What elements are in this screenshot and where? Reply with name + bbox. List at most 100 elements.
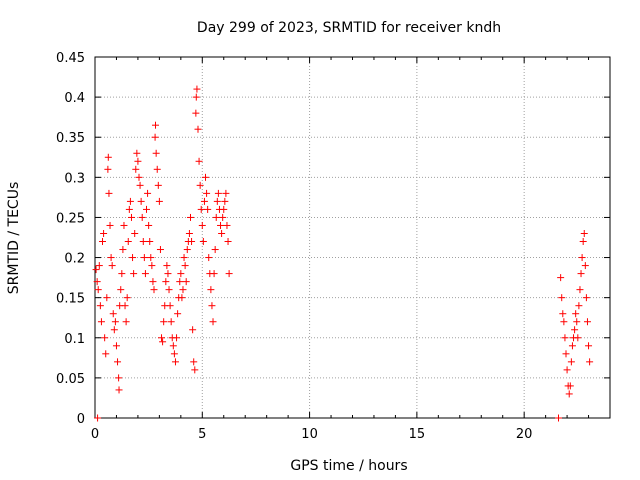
data-point: [97, 318, 105, 326]
data-point: [108, 262, 116, 270]
data-point: [181, 262, 189, 270]
data-point: [193, 85, 201, 93]
data-point: [565, 390, 573, 398]
y-tick-label: 0: [77, 412, 85, 427]
data-point: [208, 302, 216, 310]
data-point: [147, 254, 155, 262]
data-point: [165, 286, 173, 294]
data-point: [558, 294, 566, 302]
data-point: [174, 310, 182, 318]
grid: [95, 57, 610, 418]
y-tick-label: 0.35: [56, 131, 85, 146]
data-point: [580, 229, 588, 237]
data-point: [125, 205, 133, 213]
data-point: [102, 350, 110, 358]
x-tick-label: 10: [301, 427, 318, 442]
data-point: [120, 221, 128, 229]
data-point: [566, 382, 574, 390]
data-point: [578, 254, 586, 262]
data-point: [202, 173, 210, 181]
y-tick-label: 0.1: [64, 332, 85, 347]
data-point: [183, 246, 191, 254]
y-tick-label: 0.2: [64, 252, 85, 267]
data-point: [225, 270, 233, 278]
data-point: [94, 414, 102, 422]
data-point: [109, 310, 117, 318]
data-point: [182, 278, 190, 286]
data-point: [562, 350, 570, 358]
data-point: [121, 302, 129, 310]
data-point: [179, 286, 187, 294]
data-point: [173, 334, 181, 342]
data-point: [567, 358, 575, 366]
data-point: [571, 326, 579, 334]
data-point: [118, 270, 126, 278]
data-point: [148, 262, 156, 270]
data-point: [194, 125, 202, 133]
data-point: [93, 278, 101, 286]
data-point: [132, 165, 140, 173]
data-point: [106, 221, 114, 229]
data-point: [577, 270, 585, 278]
data-point: [197, 205, 205, 213]
data-point: [186, 213, 194, 221]
x-tick-label: 15: [409, 427, 426, 442]
data-point: [122, 318, 130, 326]
data-point: [196, 181, 204, 189]
data-point: [94, 286, 102, 294]
data-point: [210, 270, 218, 278]
data-point: [107, 254, 115, 262]
data-point: [126, 197, 134, 205]
data-point: [583, 318, 591, 326]
data-point: [178, 294, 186, 302]
chart-title: Day 299 of 2023, SRMTID for receiver knd…: [197, 20, 501, 36]
x-tick-label: 5: [198, 427, 206, 442]
data-point: [124, 238, 132, 246]
data-point: [207, 286, 215, 294]
data-point: [134, 157, 142, 165]
data-point: [155, 197, 163, 205]
data-point: [185, 229, 193, 237]
data-point: [162, 278, 170, 286]
data-point: [130, 270, 138, 278]
data-point: [217, 221, 225, 229]
y-tick-label: 0.4: [64, 91, 85, 106]
data-point: [129, 254, 137, 262]
data-point: [222, 189, 230, 197]
data-point: [105, 189, 113, 197]
y-tick-label: 0.45: [56, 51, 85, 66]
data-point: [213, 197, 221, 205]
data-points: [92, 85, 594, 422]
y-tick-label: 0.15: [56, 292, 85, 307]
data-point: [152, 149, 160, 157]
data-point: [104, 165, 112, 173]
data-point: [146, 238, 154, 246]
data-point: [218, 229, 226, 237]
data-point: [203, 189, 211, 197]
data-point: [200, 197, 208, 205]
data-point: [169, 342, 177, 350]
data-point: [171, 358, 179, 366]
data-point: [221, 197, 229, 205]
data-point: [575, 302, 583, 310]
x-tick-label: 0: [91, 427, 99, 442]
data-point: [123, 294, 131, 302]
data-point: [154, 181, 162, 189]
data-point: [586, 358, 594, 366]
data-point: [555, 414, 562, 422]
data-point: [143, 205, 150, 213]
data-point: [114, 358, 122, 366]
y-tick-label: 0.3: [64, 171, 85, 186]
data-point: [573, 318, 581, 326]
data-point: [153, 165, 161, 173]
data-point: [211, 246, 219, 254]
data-point: [101, 334, 109, 342]
data-point: [561, 334, 569, 342]
data-point: [160, 318, 168, 326]
data-point: [117, 286, 125, 294]
data-point: [145, 221, 153, 229]
data-point: [100, 229, 108, 237]
data-point: [159, 338, 167, 346]
data-point: [99, 238, 107, 246]
